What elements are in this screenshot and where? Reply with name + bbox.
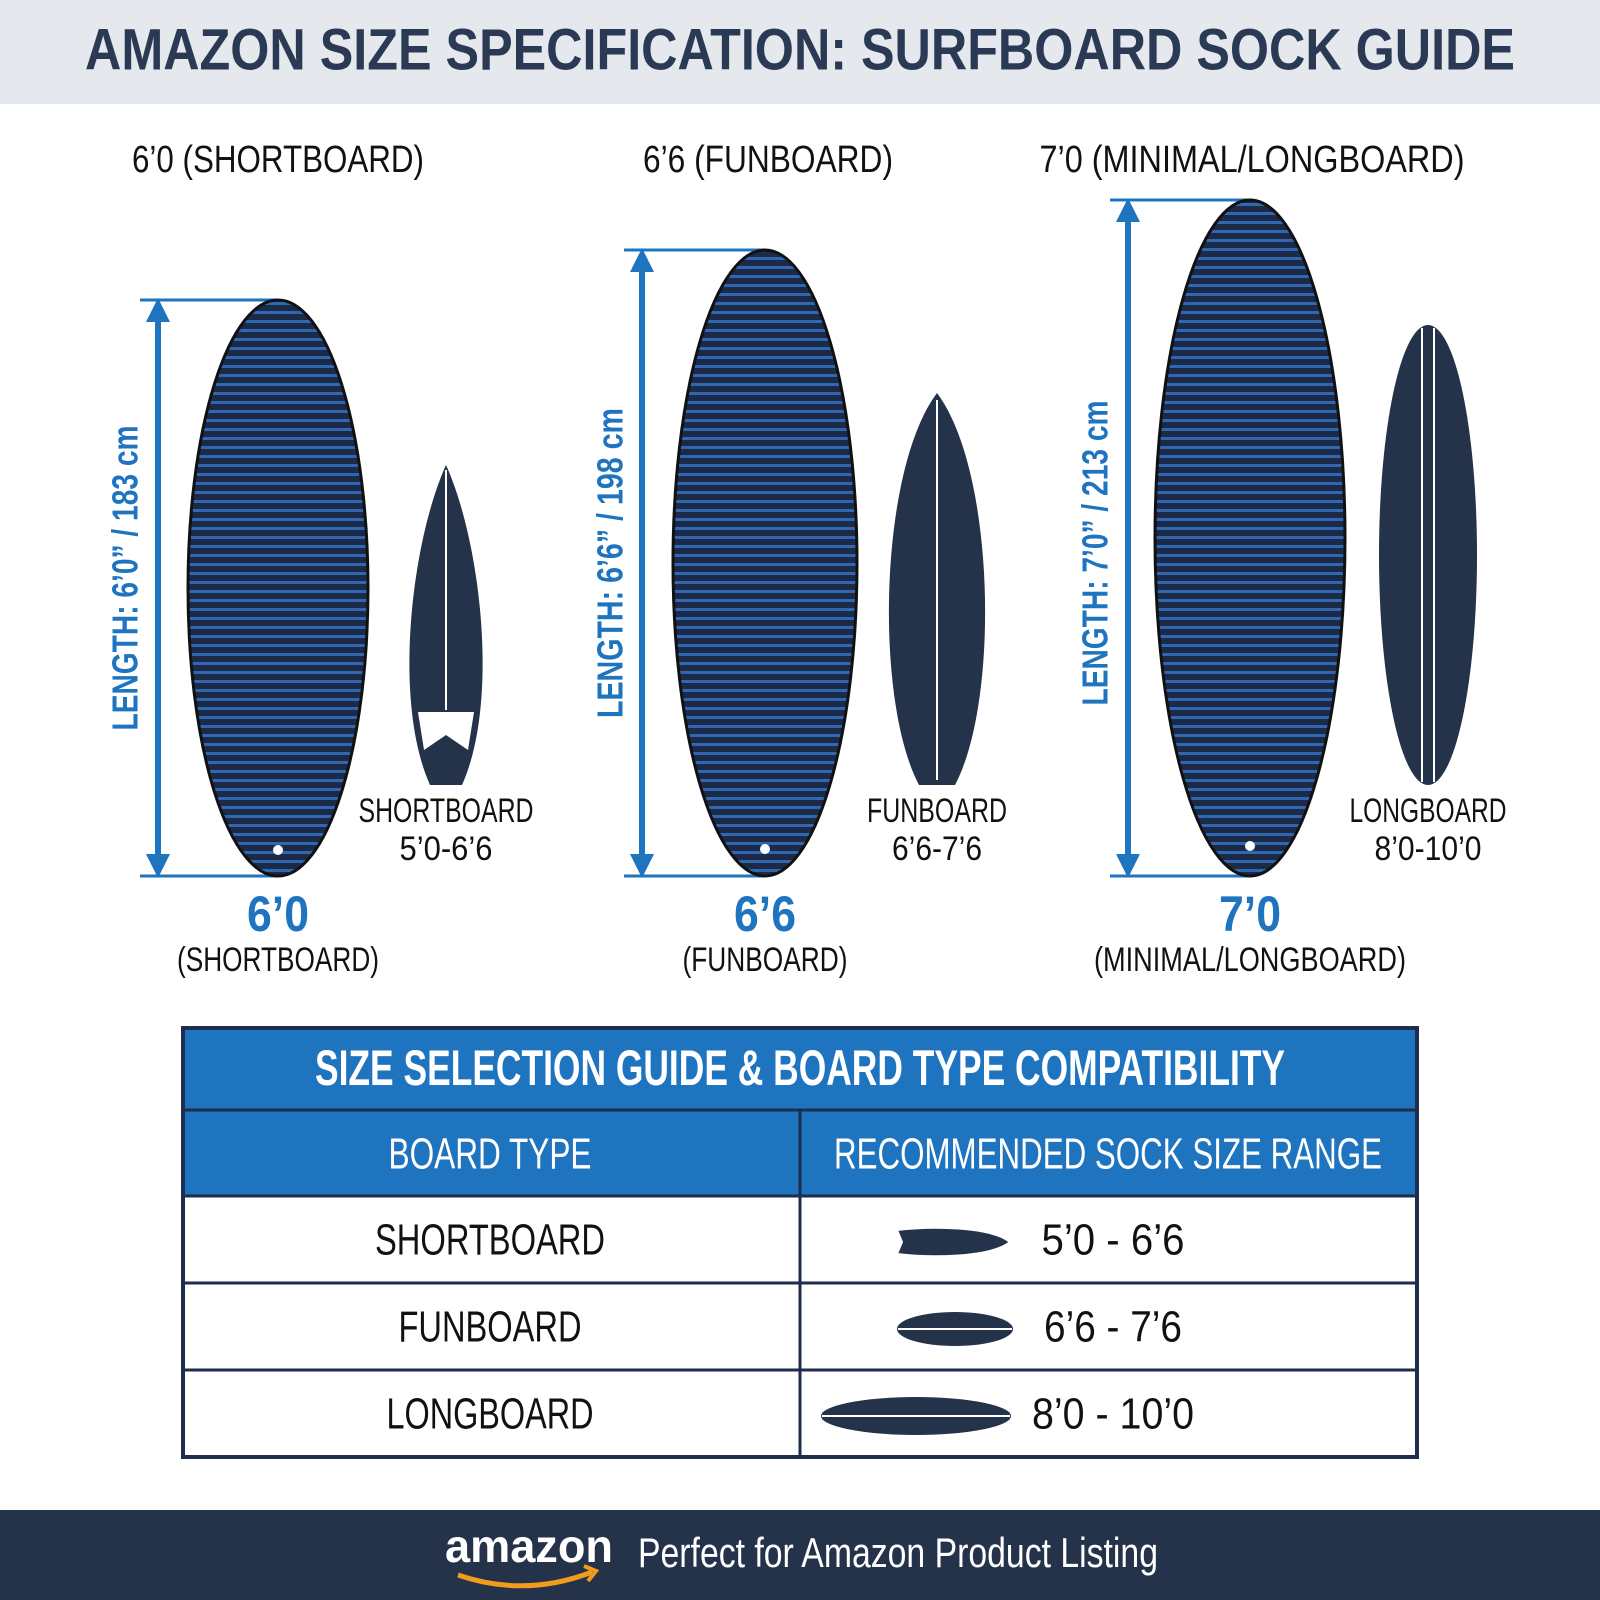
board-range: 6’6-7’6 xyxy=(892,830,982,868)
size-type: (MINIMAL/LONGBOARD) xyxy=(1094,941,1406,979)
size: 6’6 xyxy=(734,886,796,942)
footer-text: Perfect for Amazon Product Listing xyxy=(638,1529,1158,1576)
cell: 8’0 - 10’0 xyxy=(1032,1390,1194,1439)
header-bg xyxy=(0,0,1600,104)
board-range: 8’0-10’0 xyxy=(1375,830,1482,868)
sock-grommet xyxy=(273,845,283,855)
footer-bg xyxy=(0,1510,1600,1600)
cell: 6’6 - 7’6 xyxy=(1044,1303,1182,1352)
board-icon xyxy=(895,1226,1012,1258)
board-label: FUNBOARD xyxy=(867,792,1007,830)
cell: FUNBOARD xyxy=(399,1303,582,1352)
cell: LONGBOARD xyxy=(387,1390,594,1439)
board-label: SHORTBOARD xyxy=(359,792,534,830)
size: 6’0 xyxy=(247,886,309,942)
table-title: SIZE SELECTION GUIDE & BOARD TYPE COMPAT… xyxy=(315,1040,1285,1096)
sock xyxy=(186,298,370,878)
panel-heading: 6’6 (FUNBOARD) xyxy=(643,139,893,181)
size: 7’0 xyxy=(1219,886,1281,942)
column-header: RECOMMENDED SOCK SIZE RANGE xyxy=(834,1130,1382,1179)
panel-heading: 7’0 (MINIMAL/LONGBOARD) xyxy=(1040,139,1465,181)
page-title: AMAZON SIZE SPECIFICATION: SURFBOARD SOC… xyxy=(85,17,1515,82)
tail-pad xyxy=(418,712,474,750)
cell: SHORTBOARD xyxy=(375,1216,605,1265)
surfboard xyxy=(1379,325,1477,785)
size-type: (FUNBOARD) xyxy=(683,941,848,979)
panel: 7’0 (MINIMAL/LONGBOARD) LENGTH: 7’0” / 2… xyxy=(1040,139,1507,979)
board-range: 5’0-6’6 xyxy=(400,830,493,868)
table: SIZE SELECTION GUIDE & BOARD TYPE COMPAT… xyxy=(181,1026,1419,1459)
panel: 6’6 (FUNBOARD) LENGTH: 6’6” / 198 cm FUN… xyxy=(590,139,1007,979)
sock xyxy=(1153,198,1347,878)
amazon-logo: amazon xyxy=(445,1520,613,1572)
sock xyxy=(671,248,859,878)
length-label: LENGTH: 6’6” / 198 cm xyxy=(590,408,631,718)
logo-arrow xyxy=(583,1564,600,1583)
board-label: LONGBOARD xyxy=(1350,792,1507,830)
panel-heading: 6’0 (SHORTBOARD) xyxy=(132,139,424,181)
logo-smile xyxy=(457,1569,593,1589)
cell: 5’0 - 6’6 xyxy=(1042,1216,1185,1265)
sock-grommet xyxy=(1245,841,1255,851)
length-label: LENGTH: 7’0” / 213 cm xyxy=(1075,401,1116,706)
size-type: (SHORTBOARD) xyxy=(177,941,379,979)
length-label: LENGTH: 6’0” / 183 cm xyxy=(105,426,146,731)
panel: 6’0 (SHORTBOARD) LENGTH: 6’0” / 183 cm S… xyxy=(105,139,534,979)
column-header: BOARD TYPE xyxy=(389,1130,592,1179)
sock-grommet xyxy=(760,844,770,854)
